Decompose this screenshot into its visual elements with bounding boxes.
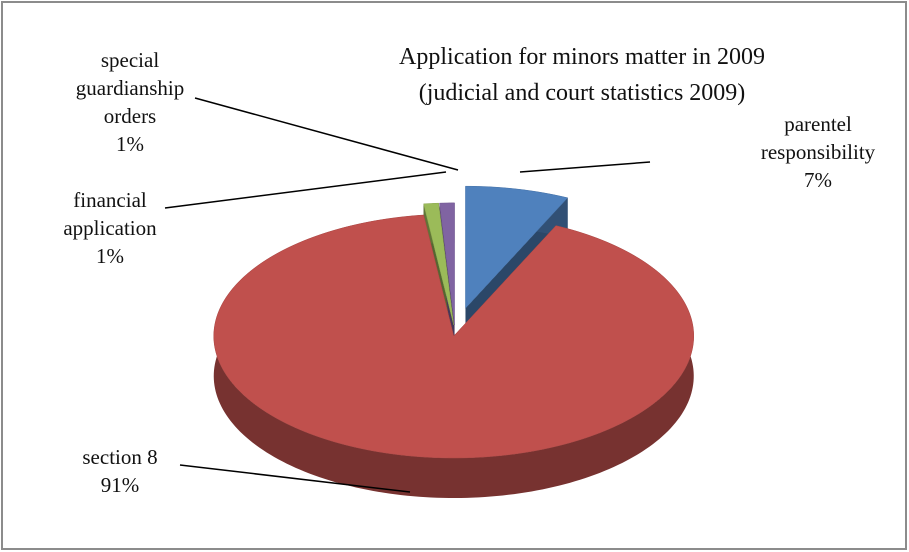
slice bbox=[213, 214, 694, 459]
leader-line bbox=[179, 464, 411, 493]
chart-title: Application for minors matter in 2009 bbox=[399, 44, 765, 70]
slice-label: special guardianship orders 1% bbox=[55, 46, 205, 158]
slice-label-name: parentel responsibility bbox=[760, 112, 876, 164]
slice bbox=[465, 185, 569, 309]
slice-label-value: 91% bbox=[100, 473, 140, 497]
slice-label: financial application 1% bbox=[30, 186, 190, 270]
leader-lines bbox=[164, 97, 651, 493]
leader-line bbox=[519, 161, 651, 173]
slice bbox=[423, 202, 454, 325]
slice-tops bbox=[213, 185, 694, 459]
slice-label-name: section 8 bbox=[82, 445, 158, 469]
slice-label: parentel responsibility 7% bbox=[752, 110, 884, 194]
slice-label: section 8 91% bbox=[50, 443, 190, 499]
slice-label-name: special guardianship orders bbox=[75, 48, 185, 128]
leader-line bbox=[194, 97, 459, 171]
slice-label-value: 7% bbox=[804, 168, 832, 192]
slice bbox=[439, 202, 455, 325]
slice-label-value: 1% bbox=[96, 244, 124, 268]
leader-line bbox=[164, 171, 447, 209]
slice-label-value: 1% bbox=[116, 132, 144, 156]
slice-label-name: financial application bbox=[63, 188, 157, 240]
chart-subtitle: (judicial and court statistics 2009) bbox=[418, 80, 746, 106]
